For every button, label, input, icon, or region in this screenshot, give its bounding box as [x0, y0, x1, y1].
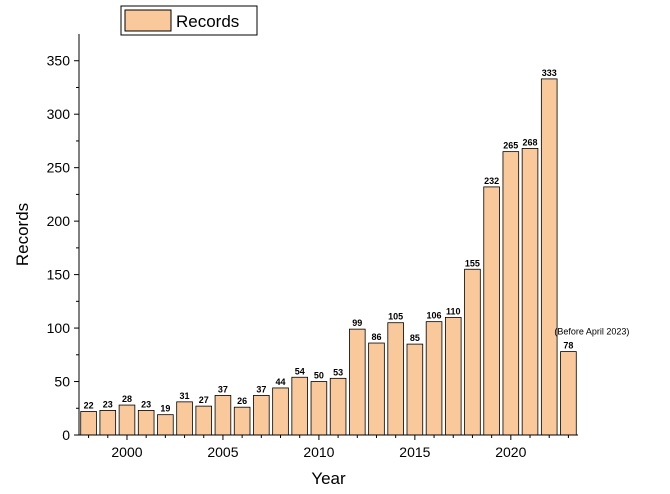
y-tick-label-350: 350: [47, 53, 71, 69]
data-label-2006: 26: [237, 396, 247, 406]
x-tick-label-2015: 2015: [399, 444, 430, 460]
data-label-1998: 22: [84, 400, 94, 410]
axes-group: 0 50 100 150 200 250 300 350 2000 2005 2010 2015 202…: [47, 34, 578, 460]
bar-2007: [253, 395, 270, 436]
y-tick-label-200: 200: [47, 213, 71, 229]
data-labels-group: 22 23 28 23 19 31 27 37 26 37 44 54 50 53 99 86 105 85 106…: [84, 68, 630, 414]
data-label-2023: 78: [563, 341, 573, 351]
data-label-2008: 44: [276, 377, 286, 387]
data-label-2016: 106: [427, 311, 442, 321]
data-label-2021: 268: [523, 137, 538, 147]
y-tick-label-50: 50: [54, 374, 70, 390]
bar-2015: [406, 343, 424, 436]
data-label-2020: 265: [503, 141, 518, 151]
y-axis-title: Records: [13, 203, 32, 266]
x-tick-label-2005: 2005: [207, 444, 238, 460]
data-label-2019: 232: [484, 176, 499, 186]
legend: Records: [120, 5, 258, 36]
bar-2017: [444, 316, 462, 436]
data-label-2004: 27: [199, 395, 209, 405]
data-label-2003: 31: [180, 391, 190, 401]
bar-2021: [521, 148, 539, 436]
bar-2004: [195, 405, 213, 436]
data-label-2001: 23: [141, 399, 151, 409]
y-tick-label-150: 150: [47, 267, 71, 283]
bar-2011: [329, 377, 347, 436]
bar-2013: [368, 342, 385, 436]
data-label-2022: 333: [542, 68, 557, 78]
bar-2020: [502, 151, 520, 436]
x-tick-label-2010: 2010: [303, 444, 334, 460]
data-label-2009: 54: [295, 366, 305, 376]
bar-2008: [272, 387, 289, 436]
legend-swatch: [124, 9, 172, 32]
bar-2001: [137, 410, 155, 436]
data-label-2012: 99: [352, 318, 362, 328]
bar-2009: [291, 376, 308, 436]
data-label-2015: 85: [410, 333, 420, 343]
bar-2003: [176, 401, 193, 436]
data-label-2010: 50: [314, 371, 324, 381]
bar-2022: [540, 78, 558, 436]
y-tick-label-300: 300: [47, 106, 71, 122]
data-label-2005: 37: [218, 384, 228, 394]
bar-2005: [214, 395, 232, 436]
bar-2006: [233, 406, 251, 436]
x-tick-label-2020: 2020: [495, 444, 526, 460]
bar-1999: [99, 410, 117, 436]
bar-2016: [425, 321, 443, 436]
bar-2023: [560, 351, 577, 436]
bar-2002: [157, 414, 174, 436]
legend-label: Records: [176, 12, 239, 31]
x-axis-title: Year: [311, 469, 346, 488]
x-tick-label-2000: 2000: [111, 444, 142, 460]
data-label-2007: 37: [256, 384, 266, 394]
y-tick-label-100: 100: [47, 320, 71, 336]
bars-group: [80, 78, 577, 436]
y-tick-label-250: 250: [47, 160, 71, 176]
bar-1998: [80, 411, 97, 436]
data-label-2011: 53: [333, 367, 343, 377]
data-label-2018: 155: [465, 258, 480, 268]
bar-2019: [483, 186, 500, 436]
bar-2014: [387, 322, 404, 436]
data-label-2014: 105: [388, 312, 403, 322]
data-label-2013: 86: [371, 332, 381, 342]
annotation-0: (Before April 2023): [554, 327, 629, 337]
y-tick-label-0: 0: [62, 427, 70, 443]
data-label-1999: 23: [103, 399, 113, 409]
data-label-2017: 110: [446, 306, 461, 316]
data-label-2000: 28: [122, 394, 132, 404]
bar-2000: [118, 404, 136, 436]
bar-2010: [310, 381, 328, 436]
bar-2018: [464, 268, 481, 436]
data-label-2002: 19: [160, 404, 170, 414]
bar-2012: [349, 328, 366, 436]
